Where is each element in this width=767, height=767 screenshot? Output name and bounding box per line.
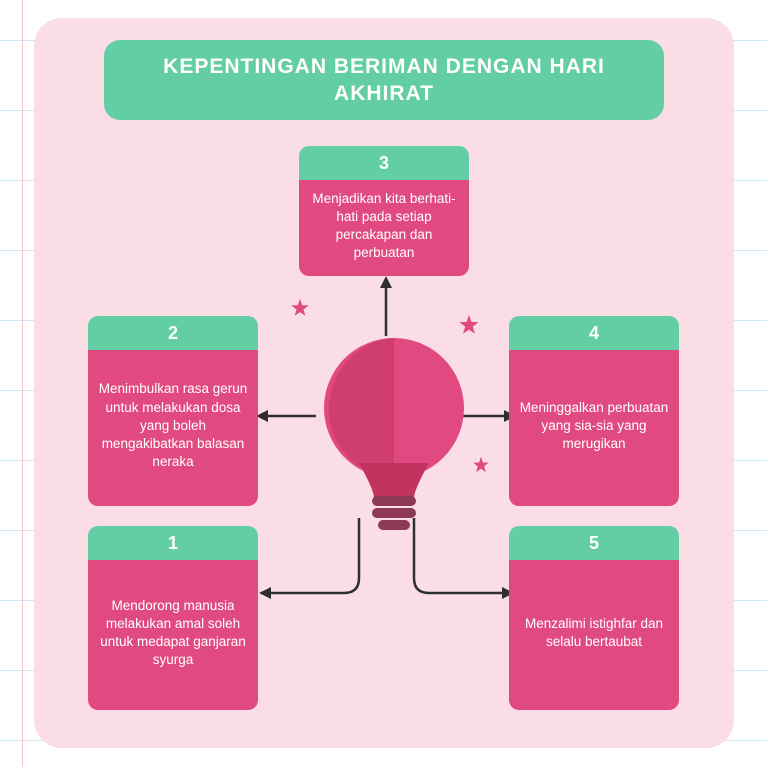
star-icon [290,298,310,323]
card-number-text: 4 [589,323,599,344]
info-card-2: 2 Menimbulkan rasa gerun untuk melakukan… [88,316,258,506]
card-text: Menimbulkan rasa gerun untuk melakukan d… [98,380,248,471]
card-number: 2 [88,316,258,350]
info-card-5: 5 Menzalimi istighfar dan selalu bertaub… [509,526,679,710]
infographic-canvas: KEPENTINGAN BERIMAN DENGAN HARI AKHIRAT [34,18,734,748]
notebook-margin-line [22,0,23,767]
card-number-text: 1 [168,533,178,554]
info-card-1: 1 Mendorong manusia melakukan amal soleh… [88,526,258,710]
card-number-text: 3 [379,153,389,174]
card-number-text: 5 [589,533,599,554]
card-text: Mendorong manusia melakukan amal soleh u… [98,597,248,670]
info-card-4: 4 Meninggalkan perbuatan yang sia-sia ya… [509,316,679,506]
card-body: Mendorong manusia melakukan amal soleh u… [88,560,258,710]
star-icon [472,456,490,479]
card-text: Menzalimi istighfar dan selalu bertaubat [519,615,669,651]
card-number: 5 [509,526,679,560]
card-body: Menimbulkan rasa gerun untuk melakukan d… [88,350,258,506]
info-card-3: 3 Menjadikan kita berhati-hati pada seti… [299,146,469,276]
card-body: Menjadikan kita berhati-hati pada setiap… [299,180,469,276]
lightbulb-icon [314,318,474,538]
card-body: Menzalimi istighfar dan selalu bertaubat [509,560,679,710]
card-number-text: 2 [168,323,178,344]
card-text: Menjadikan kita berhati-hati pada setiap… [309,190,459,263]
card-body: Meninggalkan perbuatan yang sia-sia yang… [509,350,679,506]
card-number: 1 [88,526,258,560]
card-number: 3 [299,146,469,180]
star-icon [458,314,480,341]
card-number: 4 [509,316,679,350]
card-text: Meninggalkan perbuatan yang sia-sia yang… [519,399,669,454]
